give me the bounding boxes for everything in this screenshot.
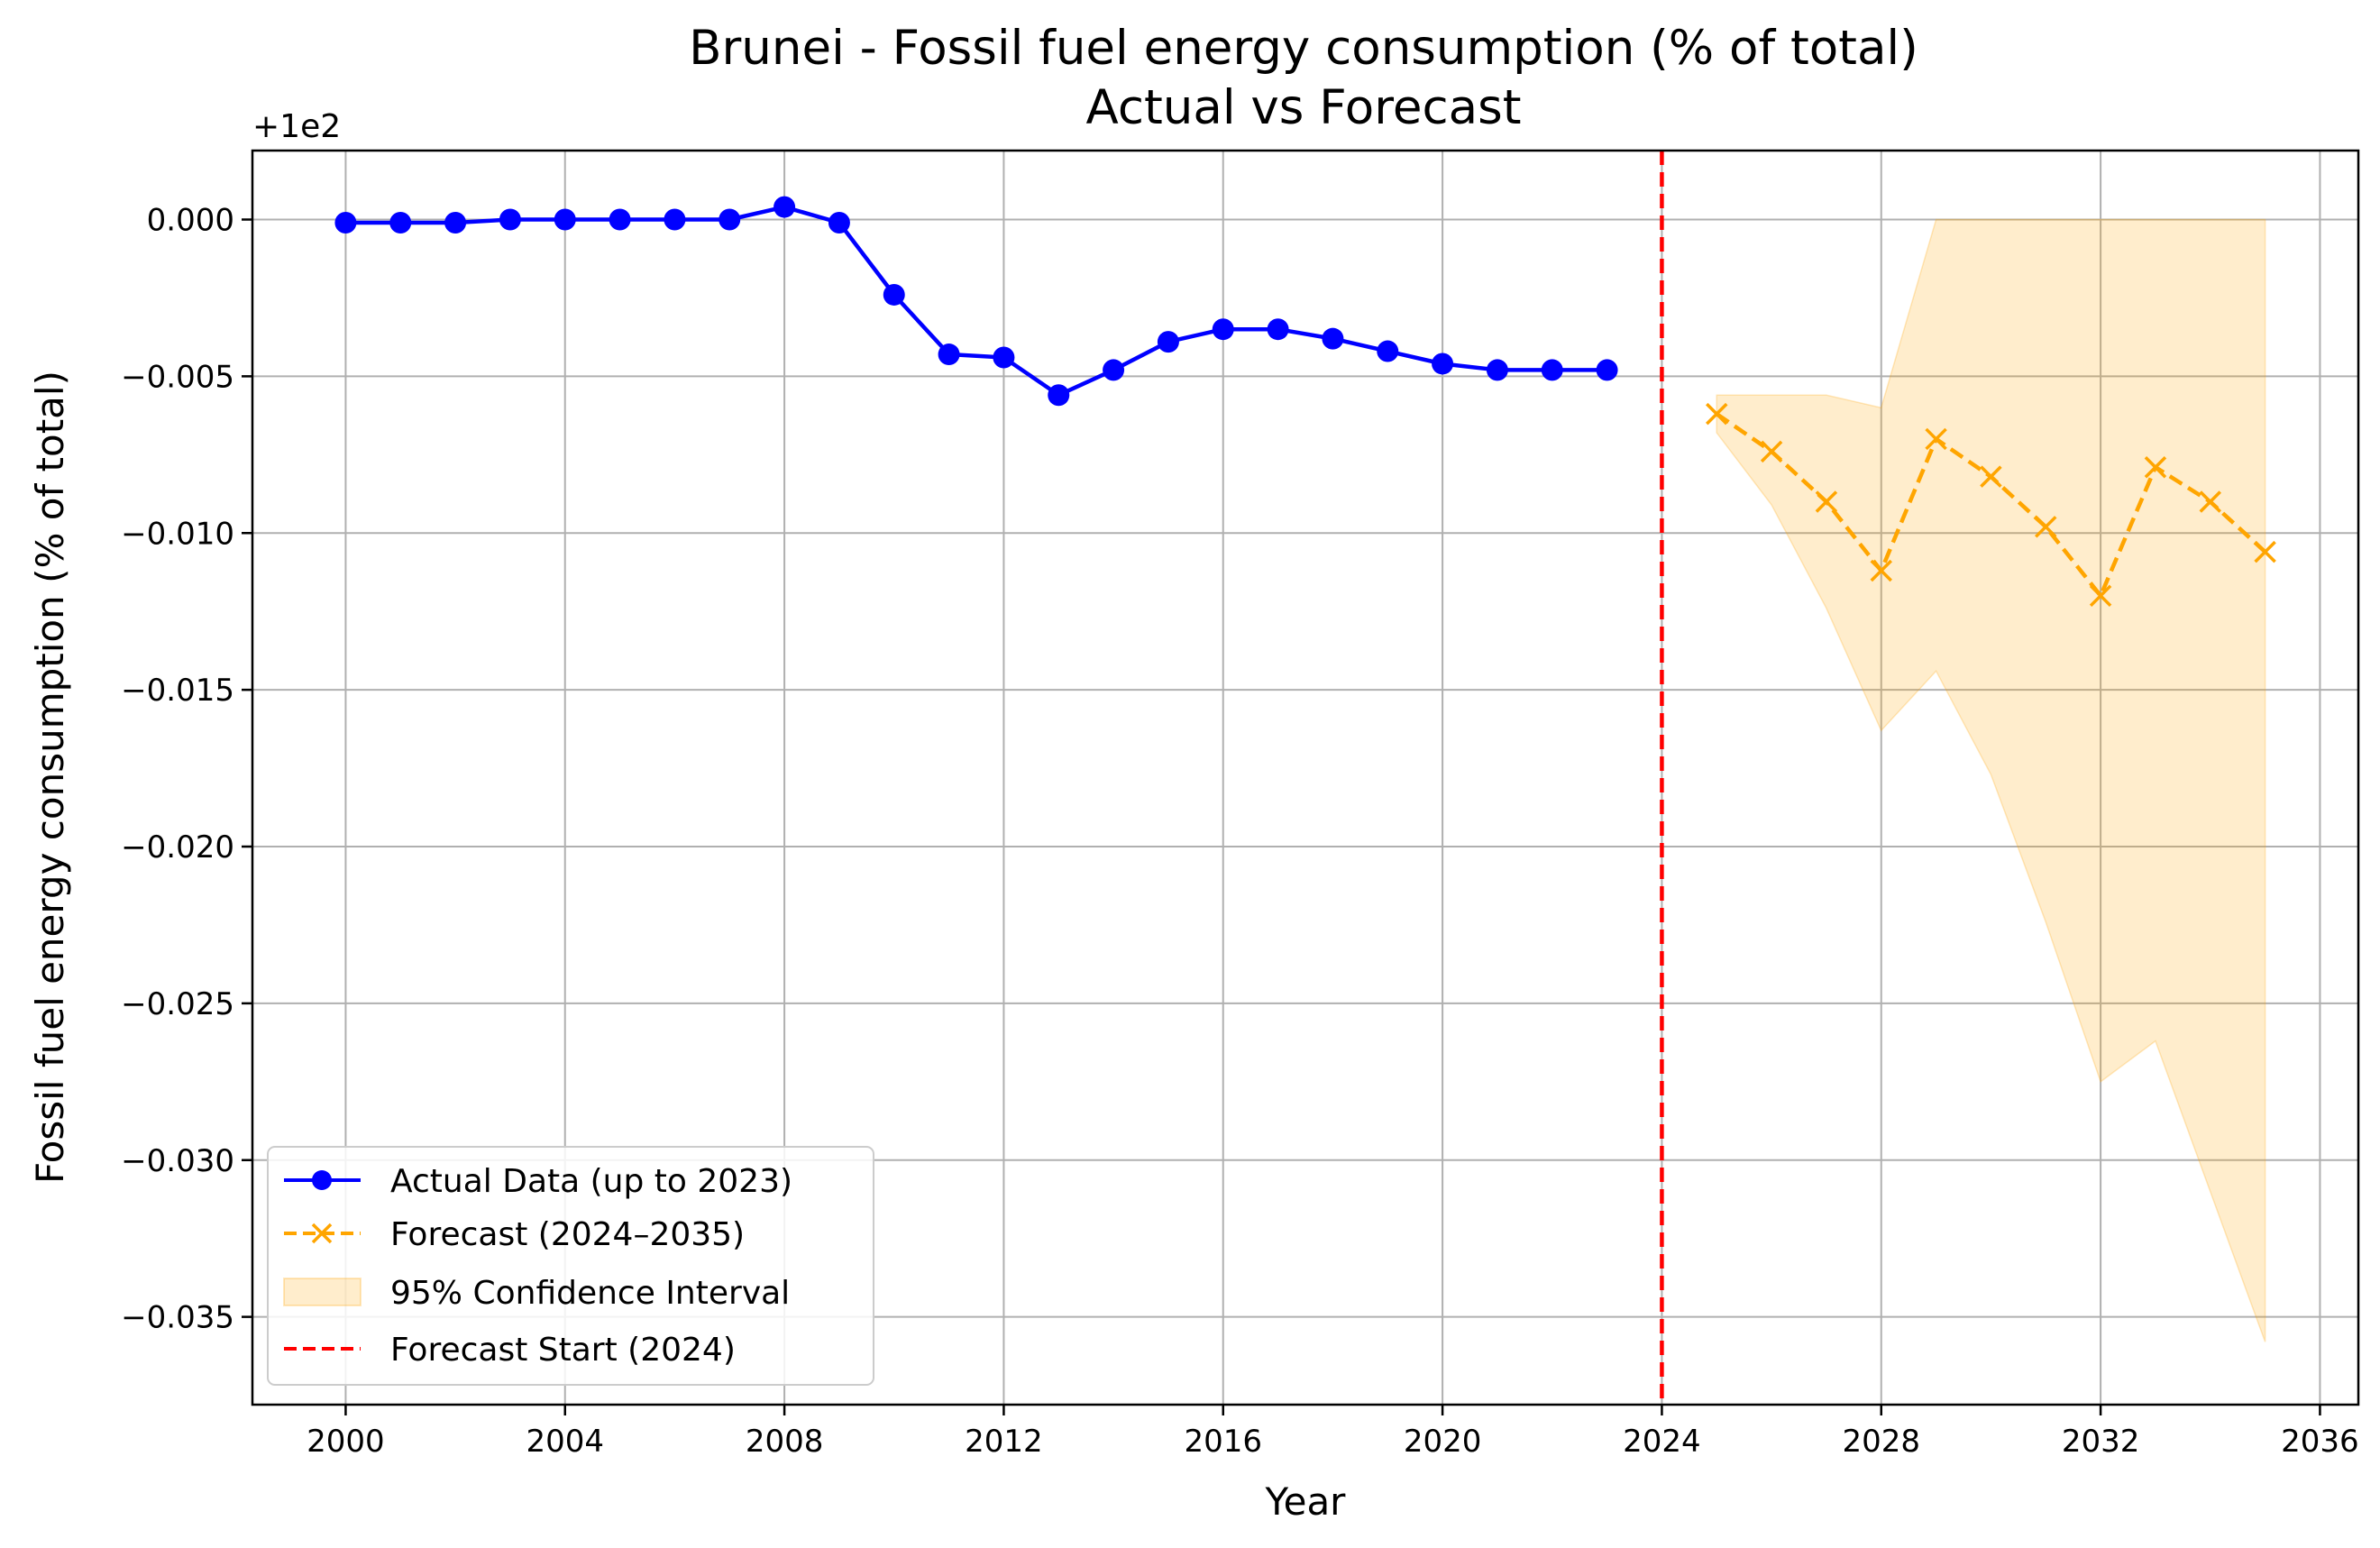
x-tick-label: 2024 xyxy=(1623,1424,1701,1460)
legend-forecast-label: Forecast (2024–2035) xyxy=(390,1216,745,1253)
actual-data-point xyxy=(499,208,521,231)
actual-data-point xyxy=(664,208,686,231)
x-tick-label: 2028 xyxy=(1842,1424,1920,1460)
actual-data-point xyxy=(883,283,905,306)
actual-data-point xyxy=(993,346,1015,369)
forecast-point xyxy=(2035,516,2057,538)
y-tick-label: −0.010 xyxy=(121,516,234,552)
actual-data-point xyxy=(774,196,796,218)
confidence-interval-band xyxy=(1716,218,2266,1342)
forecast-point xyxy=(2254,540,2276,563)
actual-data-point xyxy=(1048,384,1070,407)
legend-ci-swatch xyxy=(283,1278,362,1306)
y-tick-label: −0.005 xyxy=(121,359,234,395)
forecast-point xyxy=(1980,465,2002,488)
actual-data-point xyxy=(938,343,960,366)
legend-ci-label: 95% Confidence Interval xyxy=(390,1275,790,1312)
y-tick-label: −0.025 xyxy=(121,986,234,1022)
legend-actual-marker xyxy=(312,1170,332,1190)
actual-data-point xyxy=(1322,327,1344,350)
actual-data-point xyxy=(1157,331,1179,353)
actual-data-point xyxy=(1267,318,1289,341)
actual-data-point xyxy=(1486,359,1508,381)
forecast-point xyxy=(2089,584,2112,608)
x-tick-label: 2032 xyxy=(2062,1424,2140,1460)
y-offset-label: +1e2 xyxy=(252,108,341,145)
actual-data-point xyxy=(1103,359,1125,381)
legend-forecast-start-label: Forecast Start (2024) xyxy=(390,1332,736,1369)
x-tick-label: 2012 xyxy=(965,1424,1043,1460)
series-layer xyxy=(334,196,2276,608)
grid xyxy=(252,151,2358,1405)
actual-data-point xyxy=(1377,340,1399,362)
y-tick-label: −0.015 xyxy=(121,673,234,709)
actual-data-point xyxy=(1432,353,1454,375)
legend-item-forecast: Forecast (2024–2035) xyxy=(284,1216,745,1253)
actual-data-point xyxy=(719,208,741,231)
x-tick-label: 2020 xyxy=(1404,1424,1482,1460)
forecast-point xyxy=(1760,440,1783,463)
legend: Actual Data (up to 2023) Forecast (2024–… xyxy=(267,1146,874,1386)
legend-item-actual: Actual Data (up to 2023) xyxy=(284,1163,792,1200)
actual-data-point xyxy=(554,208,576,231)
actual-data-point xyxy=(1541,359,1563,381)
x-axis-ticks: 2000 2004 2008 2012 2016 2020 2024 2028 2032 2036 xyxy=(307,1405,2359,1460)
x-tick-label: 2036 xyxy=(2281,1424,2359,1460)
legend-actual-label: Actual Data (up to 2023) xyxy=(390,1163,792,1200)
actual-data-point xyxy=(1212,318,1234,341)
forecast-point xyxy=(2199,490,2221,513)
legend-box xyxy=(267,1146,874,1386)
y-tick-label: −0.035 xyxy=(121,1300,234,1336)
chart-title: Brunei - Fossil fuel energy consumption … xyxy=(689,21,1918,76)
x-tick-label: 2016 xyxy=(1184,1424,1262,1460)
actual-data-point xyxy=(609,208,631,231)
y-tick-label: 0.000 xyxy=(147,203,234,239)
x-tick-label: 2004 xyxy=(526,1424,604,1460)
legend-item-confidence-interval: 95% Confidence Interval xyxy=(283,1275,790,1312)
actual-data-point xyxy=(828,211,850,234)
y-axis-label: Fossil fuel energy consumption (% of tot… xyxy=(28,371,72,1184)
y-tick-label: −0.030 xyxy=(121,1143,234,1179)
actual-data-point xyxy=(389,211,412,234)
x-tick-label: 2008 xyxy=(746,1424,824,1460)
forecast-point xyxy=(2144,455,2167,479)
confidence-interval-layer xyxy=(1716,218,2266,1342)
forecast-point xyxy=(1815,490,1838,513)
plot-frame xyxy=(251,149,2360,1406)
y-axis-ticks: 0.000 −0.005 −0.010 −0.015 −0.020 −0.025 −0.03… xyxy=(121,203,252,1336)
chart-subtitle: Actual vs Forecast xyxy=(1086,80,1522,135)
y-tick-label: −0.020 xyxy=(121,829,234,866)
actual-data-point xyxy=(1596,359,1618,381)
x-tick-label: 2000 xyxy=(307,1424,385,1460)
legend-item-forecast-start: Forecast Start (2024) xyxy=(284,1332,736,1369)
forecast-point xyxy=(1870,559,1892,582)
forecast-point xyxy=(1925,427,1947,451)
actual-data-point xyxy=(334,211,357,234)
legend-forecast-marker xyxy=(311,1223,333,1244)
x-axis-label: Year xyxy=(1265,1479,1347,1524)
forecast-point xyxy=(1706,402,1728,426)
actual-data-point xyxy=(444,211,467,234)
